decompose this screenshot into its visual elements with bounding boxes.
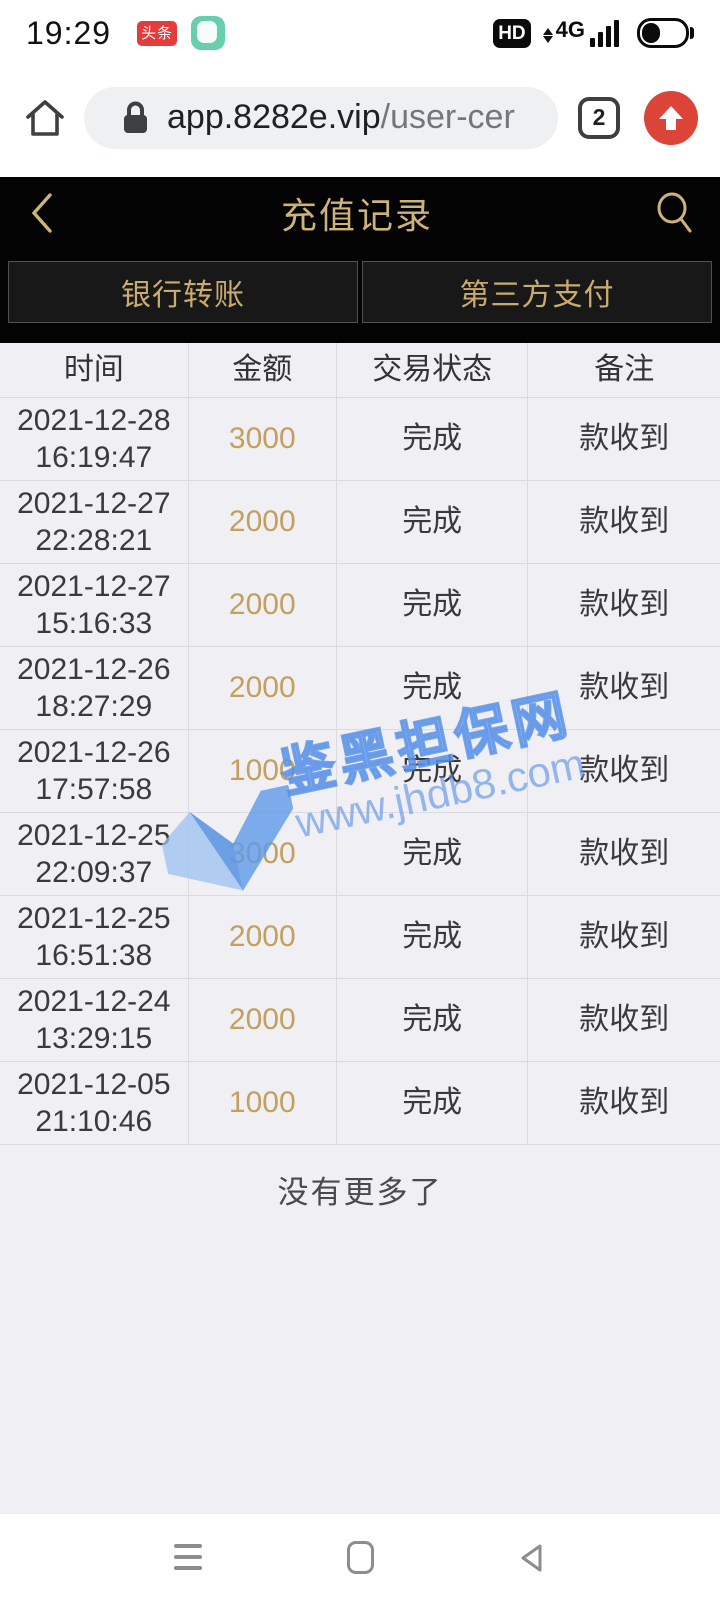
- payment-tabs: 银行转账 第三方支付: [0, 248, 720, 343]
- table-row: 2021-12-26 18:27:29 2000 完成 款收到: [0, 647, 720, 730]
- cell-amount: 1000: [189, 1062, 337, 1144]
- cell-remark: 款收到: [579, 754, 670, 788]
- table-row: 2021-12-24 13:29:15 2000 完成 款收到: [0, 979, 720, 1062]
- cell-status: 完成: [337, 730, 529, 812]
- page-title: 充值记录: [280, 194, 433, 236]
- address-bar[interactable]: app.8282e.vip/user-cer: [84, 86, 558, 149]
- cell-status: 完成: [337, 481, 529, 563]
- status-icons: HD 4G: [493, 18, 694, 48]
- cell-status: 完成: [337, 1062, 529, 1144]
- android-nav-bar: [0, 1513, 720, 1600]
- url-path: /user-cer: [380, 98, 515, 136]
- table-row: 2021-12-26 17:57:58 1000 完成 款收到: [0, 730, 720, 813]
- cell-amount: 2000: [189, 481, 337, 563]
- table-row: 2021-12-25 22:09:37 3000 完成 款收到: [0, 813, 720, 896]
- tab-bank-transfer[interactable]: 银行转账: [8, 261, 358, 323]
- cell-status: 完成: [337, 647, 529, 729]
- cell-time: 2021-12-25 22:09:37: [0, 813, 189, 895]
- cell-time: 2021-12-24 13:29:15: [0, 979, 189, 1061]
- cell-status: 完成: [337, 813, 529, 895]
- cell-amount: 2000: [189, 979, 337, 1061]
- cell-time: 2021-12-26 18:27:29: [0, 647, 189, 729]
- cell-remark: 款收到: [579, 1003, 670, 1037]
- tab-count: 2: [592, 104, 606, 130]
- back-triangle-icon[interactable]: [516, 1542, 546, 1574]
- hd-volte-icon: HD: [493, 18, 531, 48]
- cell-amount: 2000: [189, 896, 337, 978]
- column-header-remark: 备注: [594, 353, 655, 387]
- cell-remark: 款收到: [579, 837, 670, 871]
- cell-status: 完成: [337, 979, 529, 1061]
- table-row: 2021-12-25 16:51:38 2000 完成 款收到: [0, 896, 720, 979]
- clock: 19:29: [26, 14, 112, 51]
- cell-amount: 2000: [189, 564, 337, 646]
- signal-bars-icon: [590, 20, 619, 47]
- recharge-record-list: 时间 金额 交易状态 备注 2021-12-28 16:19:47 3000 完成…: [0, 343, 720, 1513]
- cell-remark: 款收到: [579, 588, 670, 622]
- url-domain: app.8282e.vip: [167, 98, 381, 136]
- arrow-up-icon: [659, 105, 683, 130]
- toutiao-notification-icon: 头条: [137, 20, 178, 46]
- table-header-row: 时间 金额 交易状态 备注: [0, 343, 720, 398]
- cell-remark: 款收到: [579, 920, 670, 954]
- network-type-label: 4G: [555, 17, 585, 42]
- cell-status: 完成: [337, 398, 529, 480]
- battery-icon: [637, 18, 694, 48]
- no-more-label: 没有更多了: [277, 1175, 443, 1210]
- cell-remark: 款收到: [579, 1086, 670, 1120]
- cell-time: 2021-12-28 16:19:47: [0, 398, 189, 480]
- table-row: 2021-12-28 16:19:47 3000 完成 款收到: [0, 398, 720, 481]
- cell-time: 2021-12-05 21:10:46: [0, 1062, 189, 1144]
- chrome-update-icon[interactable]: [644, 90, 698, 145]
- url-text[interactable]: app.8282e.vip/user-cer: [167, 98, 515, 137]
- cell-status: 完成: [337, 564, 529, 646]
- cell-remark: 款收到: [579, 505, 670, 539]
- cell-amount: 3000: [189, 398, 337, 480]
- cell-amount: 2000: [189, 647, 337, 729]
- back-icon[interactable]: [24, 189, 64, 237]
- page-header: 充值记录: [0, 177, 720, 248]
- status-bar: 19:29 头条 HD 4G: [0, 0, 720, 58]
- cell-time: 2021-12-27 22:28:21: [0, 481, 189, 563]
- app-notification-icon: [191, 16, 226, 50]
- column-header-status: 交易状态: [337, 343, 529, 397]
- home-square-icon[interactable]: [347, 1541, 374, 1574]
- cell-time: 2021-12-25 16:51:38: [0, 896, 189, 978]
- data-activity-icon: [542, 28, 553, 43]
- search-icon[interactable]: [650, 189, 696, 237]
- cell-remark: 款收到: [579, 422, 670, 456]
- table-row: 2021-12-05 21:10:46 1000 完成 款收到: [0, 1062, 720, 1145]
- lock-icon: [124, 101, 147, 133]
- cell-amount: 3000: [189, 813, 337, 895]
- column-header-time: 时间: [0, 343, 189, 397]
- recents-menu-icon[interactable]: [174, 1544, 202, 1570]
- cell-status: 完成: [337, 896, 529, 978]
- browser-toolbar: app.8282e.vip/user-cer 2: [0, 58, 720, 177]
- cell-time: 2021-12-27 15:16:33: [0, 564, 189, 646]
- cell-remark: 款收到: [579, 671, 670, 705]
- table-row: 2021-12-27 22:28:21 2000 完成 款收到: [0, 481, 720, 564]
- tab-switcher-button[interactable]: 2: [578, 96, 620, 139]
- table-row: 2021-12-27 15:16:33 2000 完成 款收到: [0, 564, 720, 647]
- cell-time: 2021-12-26 17:57:58: [0, 730, 189, 812]
- tab-third-party[interactable]: 第三方支付: [362, 261, 712, 323]
- home-icon[interactable]: [22, 95, 68, 141]
- mobile-network-icon: 4G: [542, 17, 619, 47]
- cell-amount: 1000: [189, 730, 337, 812]
- column-header-amount: 金额: [189, 343, 337, 397]
